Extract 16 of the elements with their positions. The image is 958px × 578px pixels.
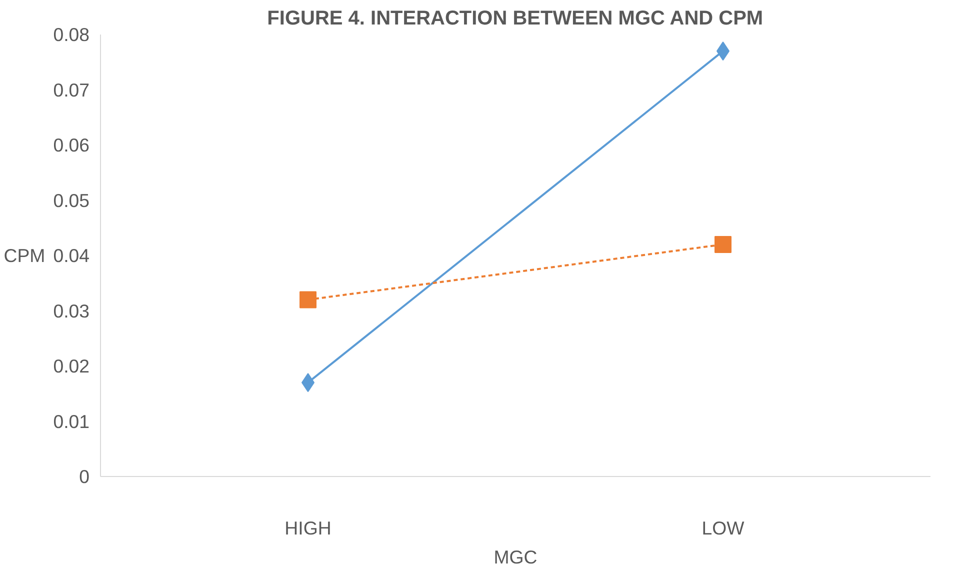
y-tick-label: 0.07 xyxy=(53,79,90,100)
chart-title: FIGURE 4. INTERACTION BETWEEN MGC AND CPM xyxy=(267,8,764,30)
point xyxy=(300,291,316,308)
x-axis-title: MGC xyxy=(494,546,538,568)
x-tick-label: LOW xyxy=(702,518,745,538)
x-tick-label: HIGH xyxy=(284,518,332,538)
y-tick-label: 0.08 xyxy=(53,24,90,45)
y-tick-label: 0.04 xyxy=(53,245,90,266)
y-tick-label: 0.02 xyxy=(53,356,90,376)
y-tick-label: 0.05 xyxy=(53,190,90,211)
y-tick-label: 0.03 xyxy=(53,300,90,322)
y-axis-title: CPM xyxy=(4,245,46,266)
y-tick-label: 0.06 xyxy=(53,134,90,156)
point xyxy=(714,236,732,253)
y-tick-label: 0 xyxy=(79,466,90,487)
y-tick-label: 0.01 xyxy=(53,410,90,432)
